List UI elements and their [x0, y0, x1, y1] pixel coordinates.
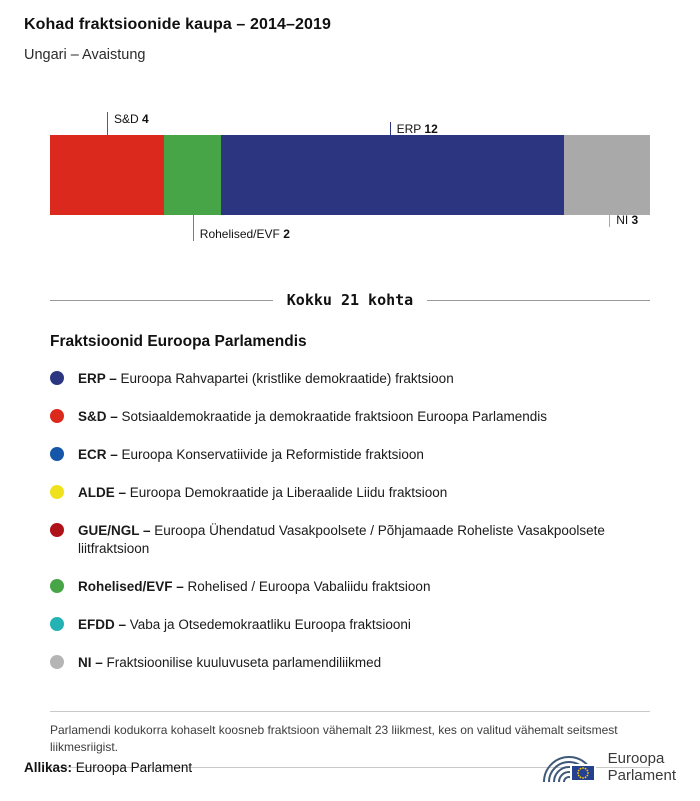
source-text: Euroopa Parlament	[75, 759, 193, 775]
legend-item-ecr: ECR – Euroopa Konservatiivide ja Reformi…	[50, 446, 650, 465]
source-label: Allikas:	[24, 759, 73, 775]
legend-item-alde: ALDE – Euroopa Demokraatide ja Liberaali…	[50, 484, 650, 503]
bar-segment-sd	[50, 135, 165, 215]
legend-item-label: NI – Fraktsioonilise kuuluvuseta parlame…	[78, 655, 382, 671]
legend-color-dot	[50, 617, 64, 632]
seat-bar-chart: S&D 4 ERP 12 Rohelised/EVF 2 NI 3	[50, 107, 650, 245]
legend-color-dot	[50, 655, 64, 670]
legend-item-efdd: EFDD – Vaba ja Otsedemokraatliku Euroopa…	[50, 616, 650, 635]
bar-labels-bottom: Rohelised/EVF 2 NI 3	[50, 213, 650, 245]
logo-text: Euroopa Parlament	[608, 750, 676, 785]
legend-item-erp: ERP – Euroopa Rahvapartei (kristlike dem…	[50, 370, 650, 389]
page-title: Kohad fraktsioonide kaupa – 2014–2019	[24, 16, 331, 33]
legend-item-label: ERP – Euroopa Rahvapartei (kristlike dem…	[78, 371, 454, 386]
bar-segment-erp	[221, 135, 565, 215]
total-seats-divider: Kokku 21 kohta	[50, 291, 650, 309]
bar-label-erp: ERP 12	[389, 122, 438, 136]
legend-item-rohelised: Rohelised/EVF – Rohelised / Euroopa Vaba…	[50, 578, 650, 597]
bar-label-text: ERP 12	[396, 122, 438, 136]
legend-heading: Fraktsioonid Euroopa Parlamendis	[50, 333, 307, 350]
logo-text-line2: Parlament	[607, 767, 676, 784]
european-parliament-logo: Euroopa Parlament	[540, 745, 676, 789]
total-seats-label: Kokku 21 kohta	[286, 291, 414, 309]
bar-label-text: NI 3	[616, 213, 639, 227]
tick-line	[389, 122, 391, 135]
legend-item-guengl: GUE/NGL – Euroopa Ühendatud Vasakpoolset…	[50, 522, 650, 560]
bar-label-sd: S&D 4	[107, 112, 149, 135]
legend: Fraktsioonid Euroopa Parlamendis ERP – E…	[50, 333, 650, 673]
legend-item-label: S&D – Sotsiaaldemokraatide ja demokraati…	[78, 408, 548, 424]
eu-flag-icon	[569, 764, 596, 782]
tick-line	[192, 215, 194, 241]
bar-segment-rohelised	[164, 135, 222, 215]
legend-item-sd: S&D – Sotsiaaldemokraatide ja demokraati…	[50, 408, 650, 427]
ep-logo	[542, 756, 596, 783]
tick-line	[609, 215, 611, 227]
divider-line	[427, 299, 650, 301]
bar-label-text: Rohelised/EVF 2	[199, 227, 290, 241]
tick-line	[107, 112, 108, 135]
divider-line	[50, 299, 273, 301]
legend-color-dot	[50, 522, 64, 537]
legend-color-dot	[50, 484, 64, 499]
legend-color-dot	[50, 579, 64, 594]
legend-item-ni: NI – Fraktsioonilise kuuluvuseta parlame…	[50, 654, 650, 673]
stacked-bar	[50, 135, 650, 215]
legend-color-dot	[50, 408, 64, 423]
legend-item-label: GUE/NGL – Euroopa Ühendatud Vasakpoolset…	[78, 522, 605, 557]
legend-color-dot	[50, 446, 64, 461]
legend-color-dot	[50, 371, 64, 385]
legend-item-label: EFDD – Vaba ja Otsedemokraatliku Euroopa…	[78, 617, 411, 633]
logo-text-line1: Euroopa	[607, 749, 665, 767]
bar-label-rohelised: Rohelised/EVF 2	[192, 215, 290, 241]
bottom-row: Allikas: Euroopa Parlament	[24, 745, 676, 789]
footnote: Parlamendi kodukorra kohaselt koosneb fr…	[50, 711, 650, 768]
bar-label-text: S&D 4	[114, 112, 149, 126]
bar-segment-ni	[564, 135, 650, 215]
bar-labels-top: S&D 4 ERP 12	[50, 107, 650, 136]
source-line: Allikas: Euroopa Parlament	[24, 760, 192, 775]
legend-item-label: ALDE – Euroopa Demokraatide ja Liberaali…	[78, 484, 448, 500]
page-subtitle: Ungari – Avaistung	[24, 47, 146, 63]
legend-item-label: ECR – Euroopa Konservatiivide ja Reformi…	[78, 446, 424, 462]
legend-item-label: Rohelised/EVF – Rohelised / Euroopa Vaba…	[78, 579, 431, 595]
bar-label-ni: NI 3	[609, 213, 639, 227]
